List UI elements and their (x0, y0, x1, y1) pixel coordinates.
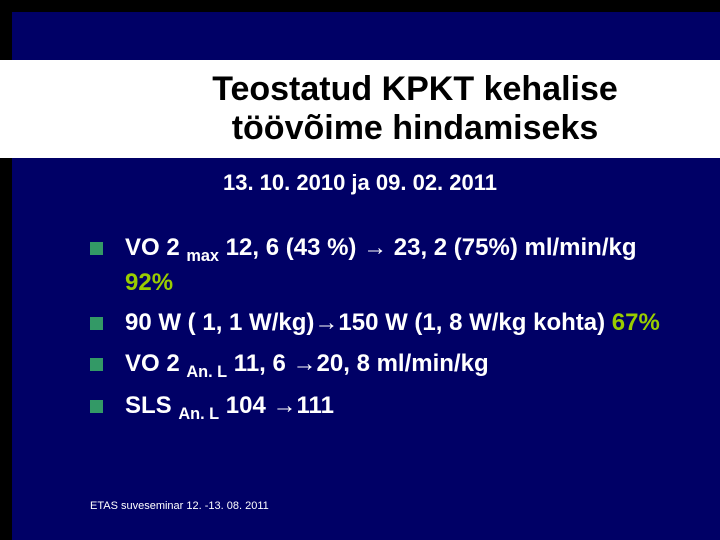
bullet-text: 90 W ( 1, 1 W/kg)→150 W (1, 8 W/kg kohta… (125, 307, 660, 339)
bullet-list: VO 2 max 12, 6 (43 %) → 23, 2 (75%) ml/m… (90, 232, 680, 433)
text: 90 W ( 1, 1 W/kg)→ (125, 309, 338, 336)
bullet-item: VO 2 max 12, 6 (43 %) → 23, 2 (75%) ml/m… (90, 232, 680, 299)
text: 12, 6 (43 %) → 23, 2 (75%) ml/min/kg (219, 234, 637, 261)
bullet-text: SLS An. L 104 →111 (125, 390, 334, 425)
footer-text: ETAS suveseminar 12. -13. 08. 2011 (90, 500, 269, 512)
square-bullet-icon (90, 400, 103, 413)
slide: Teostatud KPKT kehalise töövõime hindami… (0, 0, 720, 540)
bullet-item: SLS An. L 104 →111 (90, 390, 680, 425)
text: VO 2 (125, 350, 186, 377)
text: 150 W (1, 8 W/kg kohta) (338, 309, 605, 336)
subscript: An. L (178, 405, 219, 423)
title-box: Teostatud KPKT kehalise töövõime hindami… (0, 60, 720, 158)
accent-text: 67% (605, 309, 660, 336)
text: 111 (297, 392, 334, 419)
text: 104 → (219, 392, 296, 419)
square-bullet-icon (90, 242, 103, 255)
bullet-text: VO 2 max 12, 6 (43 %) → 23, 2 (75%) ml/m… (125, 232, 680, 299)
title-line-1: Teostatud KPKT kehalise (150, 70, 680, 109)
title-line-2: töövõime hindamiseks (150, 109, 680, 148)
text: SLS (125, 392, 178, 419)
square-bullet-icon (90, 317, 103, 330)
text: 11, 6 → (227, 350, 316, 377)
square-bullet-icon (90, 358, 103, 371)
text: 20, 8 ml/min/kg (317, 350, 489, 377)
text: VO 2 (125, 234, 186, 261)
subscript: An. L (186, 362, 227, 380)
bullet-text: VO 2 An. L 11, 6 →20, 8 ml/min/kg (125, 348, 489, 383)
bullet-item: VO 2 An. L 11, 6 →20, 8 ml/min/kg (90, 348, 680, 383)
subscript: max (186, 247, 219, 265)
bullet-item: 90 W ( 1, 1 W/kg)→150 W (1, 8 W/kg kohta… (90, 307, 680, 339)
accent-text: 92% (125, 269, 173, 296)
subtitle: 13. 10. 2010 ja 09. 02. 2011 (0, 170, 720, 196)
